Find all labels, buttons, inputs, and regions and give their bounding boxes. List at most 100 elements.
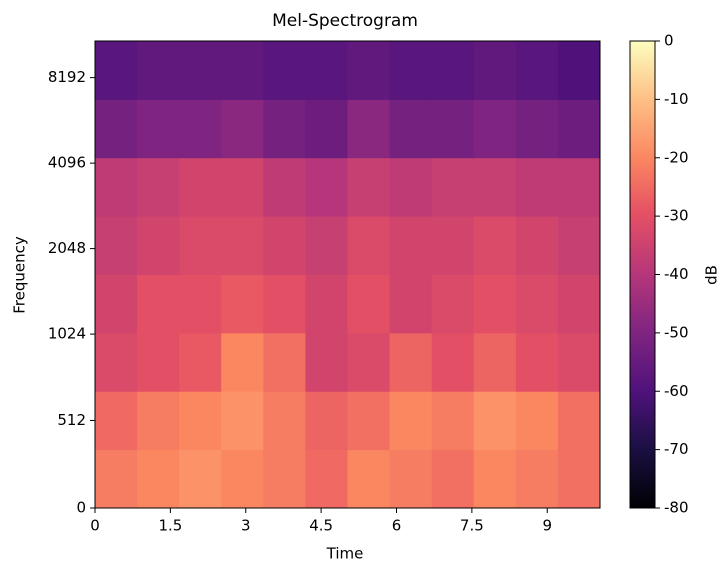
- heatmap-cell: [305, 274, 348, 334]
- heatmap-cell: [557, 41, 601, 100]
- heatmap-cell: [137, 216, 180, 275]
- heatmap-cell: [179, 216, 222, 275]
- heatmap-cell: [347, 332, 391, 392]
- heatmap-cell: [137, 391, 180, 451]
- colorbar-tick-label: -60: [664, 382, 689, 400]
- heatmap-cell: [305, 391, 348, 451]
- heatmap-cell: [137, 99, 180, 159]
- heatmap-cell: [431, 41, 475, 100]
- x-tick-label: 0: [90, 517, 100, 535]
- heatmap-cell: [263, 41, 306, 100]
- heatmap-cell: [263, 274, 306, 334]
- heatmap-cell: [305, 216, 348, 275]
- heatmap-cell: [515, 449, 559, 509]
- heatmap-cell: [95, 449, 138, 509]
- heatmap-cell: [431, 332, 475, 392]
- heatmap-cell: [389, 216, 433, 275]
- heatmap-cell: [179, 157, 222, 217]
- colorbar-tick-label: -50: [664, 323, 689, 341]
- heatmap-cell: [95, 99, 138, 159]
- heatmap-cell: [137, 332, 180, 392]
- y-tick-label: 8192: [48, 68, 86, 86]
- heatmap-cell: [263, 391, 306, 451]
- heatmap-cell: [221, 391, 264, 451]
- heatmap-cell: [305, 157, 348, 217]
- heatmap-cell: [179, 449, 222, 509]
- heatmap-cell: [179, 99, 222, 159]
- colorbar-tick-label: -20: [664, 148, 689, 166]
- heatmap-cell: [557, 216, 601, 275]
- colorbar-tick-label: -30: [664, 207, 689, 225]
- heatmap-cell: [389, 449, 433, 509]
- heatmap-cell: [179, 391, 222, 451]
- y-tick-label: 2048: [48, 239, 86, 257]
- y-tick-label: 512: [57, 411, 86, 429]
- x-axis-label: Time: [326, 545, 364, 563]
- heatmap-cell: [557, 99, 601, 159]
- heatmap-cell: [347, 216, 391, 275]
- heatmap-cell: [431, 449, 475, 509]
- heatmap-cell: [473, 274, 517, 334]
- heatmap-cell: [305, 99, 348, 159]
- heatmap-cell: [473, 41, 517, 100]
- heatmap-cell: [95, 216, 138, 275]
- colorbar-tick-label: -40: [664, 265, 689, 283]
- heatmap-cell: [95, 157, 138, 217]
- heatmap-cell: [515, 274, 559, 334]
- heatmap-cell: [137, 41, 180, 100]
- heatmap-cell: [515, 99, 559, 159]
- heatmap-cell: [263, 449, 306, 509]
- heatmap-cell: [557, 157, 601, 217]
- heatmap-cell: [221, 274, 264, 334]
- colorbar-tick-label: -70: [664, 440, 689, 458]
- heatmap-cell: [431, 216, 475, 275]
- heatmap-cell: [557, 391, 601, 451]
- heatmap-cell: [305, 449, 348, 509]
- y-tick-label: 0: [76, 499, 86, 517]
- x-tick-label: 7.5: [460, 517, 484, 535]
- colorbar-tick-label: -80: [664, 499, 689, 517]
- colorbar-tick-label: -10: [664, 90, 689, 108]
- x-tick-label: 6: [392, 517, 402, 535]
- heatmap-cell: [95, 41, 138, 100]
- heatmap-cell: [305, 332, 348, 392]
- heatmap-cell: [179, 41, 222, 100]
- heatmap-cell: [347, 391, 391, 451]
- heatmap-cell: [179, 274, 222, 334]
- heatmap-cell: [95, 391, 138, 451]
- heatmap-cell: [305, 41, 348, 100]
- colorbar-label: dB: [703, 265, 721, 285]
- heatmap-cell: [221, 99, 264, 159]
- heatmap-cell: [347, 41, 391, 100]
- heatmap-cell: [431, 274, 475, 334]
- x-tick-label: 4.5: [309, 517, 333, 535]
- heatmap-cell: [389, 99, 433, 159]
- heatmap-cell: [431, 391, 475, 451]
- heatmap-cell: [473, 332, 517, 392]
- heatmap-cell: [515, 332, 559, 392]
- y-tick-label: 4096: [48, 154, 86, 172]
- heatmap-cell: [473, 157, 517, 217]
- heatmap-cell: [263, 332, 306, 392]
- heatmap-cell: [389, 41, 433, 100]
- x-tick-label: 3: [241, 517, 251, 535]
- heatmap-cell: [515, 216, 559, 275]
- heatmap-cell: [221, 449, 264, 509]
- heatmap-cell: [347, 449, 391, 509]
- heatmap-cell: [515, 391, 559, 451]
- heatmap-cell: [473, 99, 517, 159]
- heatmap-cell: [557, 332, 601, 392]
- heatmap-cell: [95, 274, 138, 334]
- heatmap-cell: [179, 332, 222, 392]
- heatmap-cell: [473, 449, 517, 509]
- heatmap-cell: [389, 332, 433, 392]
- heatmap-cell: [557, 274, 601, 334]
- x-tick-label: 1.5: [158, 517, 182, 535]
- heatmap-cell: [431, 157, 475, 217]
- heatmap-cell: [431, 99, 475, 159]
- heatmap-cell: [389, 391, 433, 451]
- heatmap-cell: [95, 332, 138, 392]
- heatmap-cell: [557, 449, 601, 509]
- y-axis-label: Frequency: [11, 236, 29, 314]
